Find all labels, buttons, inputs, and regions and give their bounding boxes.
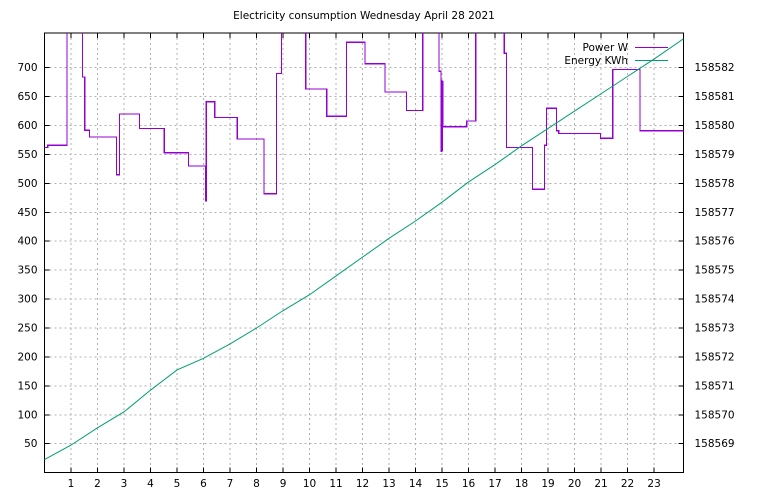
x-tick-label: 15: [435, 478, 448, 490]
x-tick-label: 18: [515, 478, 528, 490]
x-tick-label: 11: [329, 478, 342, 490]
legend-line-power-swatch: [635, 47, 668, 48]
x-tick-label: 5: [174, 478, 181, 490]
chart-title: Electricity consumption Wednesday April …: [233, 10, 495, 22]
y-left-tick-label: 450: [17, 207, 37, 219]
x-tick-label: 10: [303, 478, 316, 490]
x-tick-label: 22: [621, 478, 634, 490]
x-tick-label: 6: [200, 478, 207, 490]
y-right-tick-label: 158579: [695, 149, 735, 161]
x-tick-label: 7: [227, 478, 234, 490]
legend: Power W Energy KWh: [500, 41, 668, 67]
y-right-tick-label: 158572: [695, 351, 735, 363]
y-right-tick-label: 158575: [695, 265, 735, 277]
axis-ticks: [44, 33, 684, 473]
y-left-tick-label: 700: [17, 62, 37, 74]
legend-item-energy: Energy KWh: [500, 54, 668, 67]
y-left-tick-label: 150: [17, 380, 37, 392]
x-tick-label: 12: [356, 478, 369, 490]
y-left-tick-label: 50: [24, 438, 37, 450]
series-group: [44, 33, 684, 461]
energy-series-line: [44, 38, 684, 461]
y-right-tick-label: 158581: [695, 91, 735, 103]
x-tick-label: 1: [68, 478, 75, 490]
y-left-tick-label: 200: [17, 351, 37, 363]
plot-border: [44, 32, 684, 474]
x-tick-label: 13: [382, 478, 395, 490]
x-tick-label: 2: [94, 478, 101, 490]
y-left-tick-label: 300: [17, 294, 37, 306]
y-left-tick-label: 400: [17, 236, 37, 248]
x-tick-label: 19: [541, 478, 554, 490]
y-right-tick-label: 158570: [695, 409, 735, 421]
y-right-tick-label: 158576: [695, 236, 735, 248]
y-left-tick-label: 100: [17, 409, 37, 421]
grid-lines: [44, 33, 684, 473]
legend-item-power: Power W: [500, 41, 668, 54]
x-tick-label: 23: [647, 478, 660, 490]
y-left-tick-label: 600: [17, 120, 37, 132]
x-tick-label: 20: [568, 478, 581, 490]
y-right-tick-label: 158569: [695, 438, 735, 450]
x-tick-label: 17: [488, 478, 501, 490]
y-right-tick-label: 158582: [695, 62, 735, 74]
y-left-tick-label: 350: [17, 265, 37, 277]
y-left-tick-label: 650: [17, 91, 37, 103]
y-right-tick-label: 158571: [695, 380, 735, 392]
x-tick-label: 9: [280, 478, 287, 490]
legend-label-power: Power W: [582, 41, 628, 54]
y-right-tick-label: 158573: [695, 322, 735, 334]
y-left-tick-label: 500: [17, 178, 37, 190]
power-series-line: [44, 33, 684, 202]
legend-label-energy: Energy KWh: [564, 54, 628, 67]
x-tick-label: 16: [462, 478, 476, 490]
y-left-tick-label: 550: [17, 149, 37, 161]
y-right-tick-label: 158578: [695, 178, 735, 190]
legend-line-energy-swatch: [635, 60, 668, 61]
x-tick-label: 8: [253, 478, 260, 490]
x-tick-label: 3: [121, 478, 128, 490]
x-tick-label: 4: [147, 478, 154, 490]
y-right-tick-label: 158580: [695, 120, 735, 132]
x-tick-label: 21: [594, 478, 607, 490]
y-right-tick-label: 158574: [695, 294, 735, 306]
axis-labels: 1 2 3 4 5 6 7 8 9 10 11 12 13 14 15 16 17 18 19 20 21 22 23501…: [17, 62, 734, 490]
y-right-tick-label: 158577: [695, 207, 735, 219]
x-tick-label: 14: [409, 478, 423, 490]
y-left-tick-label: 250: [17, 322, 37, 334]
